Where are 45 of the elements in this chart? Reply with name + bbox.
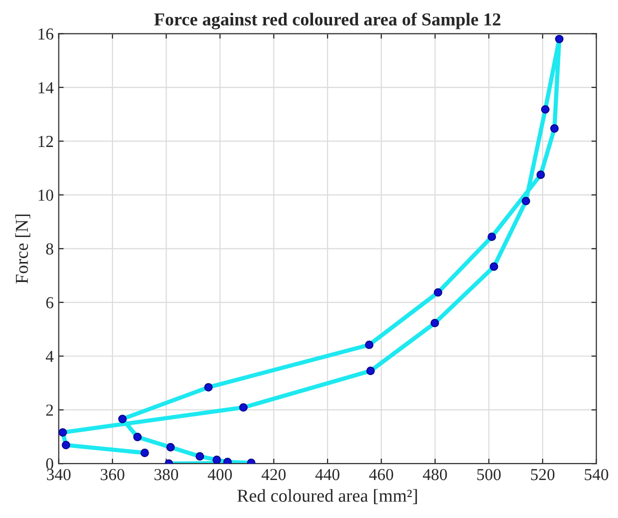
x-tick-label: 340 (47, 468, 71, 480)
point (490, 262, 498, 271)
point (536, 170, 545, 179)
y-tick-label: 2 (46, 404, 53, 416)
x-tick-label: 440 (315, 468, 340, 480)
y-tick-label: 10 (38, 190, 54, 201)
point (522, 196, 530, 206)
point (364, 340, 374, 350)
x-tick-label: 500 (477, 468, 501, 480)
x-tick-label: 520 (531, 468, 554, 480)
point (204, 383, 213, 392)
point (166, 442, 175, 452)
y-tick-label: 14 (38, 82, 54, 94)
x-axis-title: Red coloured area [mm²] (237, 489, 417, 504)
x-tick-label: 460 (369, 468, 394, 480)
point (62, 440, 70, 450)
point (430, 318, 440, 328)
point (366, 366, 375, 376)
y-axis-title: Force [N] (15, 214, 30, 284)
point (223, 458, 232, 464)
x-tick-label: 360 (100, 468, 124, 480)
y-tick-label: 16 (38, 28, 54, 40)
x-tick-label: 420 (262, 468, 286, 480)
point (541, 105, 550, 114)
y-tick-label: 6 (46, 297, 54, 308)
point (118, 414, 127, 424)
point (550, 124, 559, 133)
point (140, 448, 149, 458)
y-tick-label: 4 (46, 350, 54, 362)
point (239, 403, 248, 412)
y-tick-label: 8 (46, 243, 54, 255)
point (196, 452, 204, 461)
y-tick-label: 12 (38, 136, 53, 147)
point (58, 428, 67, 437)
point (133, 432, 142, 442)
point (488, 232, 496, 242)
x-tick-label: 380 (154, 468, 178, 480)
y-tick-label: 0 (46, 458, 54, 470)
x-tick-label: 480 (422, 468, 447, 480)
point (555, 34, 564, 44)
x-tick-label: 400 (208, 468, 232, 480)
point (212, 456, 222, 464)
point (434, 288, 442, 297)
x-tick-label: 540 (584, 468, 608, 480)
chart-title: Force against red coloured area of Sample 12 (154, 12, 500, 30)
